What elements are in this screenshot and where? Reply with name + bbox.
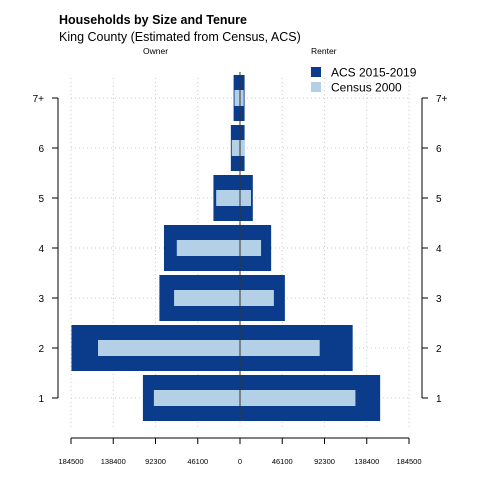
left-tick-label: 7+ bbox=[33, 94, 45, 105]
x-tick-label: 138400 bbox=[101, 457, 126, 466]
x-tick-label: 46100 bbox=[187, 457, 208, 466]
left-tick-label: 3 bbox=[38, 294, 44, 305]
left-tick-label: 4 bbox=[38, 244, 44, 255]
right-tick-label: 1 bbox=[436, 394, 442, 405]
bar-census bbox=[177, 240, 261, 256]
right-tick-label: 6 bbox=[436, 144, 442, 155]
bar-census bbox=[154, 390, 356, 406]
legend-label: ACS 2015-2019 bbox=[331, 66, 417, 80]
bar-census bbox=[232, 140, 245, 156]
x-tick-label: 46100 bbox=[272, 457, 293, 466]
x-tick-label: 0 bbox=[238, 457, 242, 466]
right-tick-label: 4 bbox=[436, 244, 442, 255]
legend-swatch bbox=[311, 67, 321, 77]
x-tick-label: 92300 bbox=[314, 457, 335, 466]
bar-census bbox=[174, 290, 274, 306]
legend-label: Census 2000 bbox=[331, 81, 402, 95]
right-tick-label: 2 bbox=[436, 344, 442, 355]
x-tick-label: 184500 bbox=[58, 457, 83, 466]
left-tick-label: 6 bbox=[38, 144, 44, 155]
x-tick-label: 138400 bbox=[354, 457, 379, 466]
left-tick-label: 5 bbox=[38, 194, 44, 205]
x-tick-label: 184500 bbox=[396, 457, 421, 466]
bar-census bbox=[216, 190, 251, 206]
right-tick-label: 3 bbox=[436, 294, 442, 305]
bar-census bbox=[98, 340, 320, 356]
left-tick-label: 2 bbox=[38, 344, 44, 355]
bar-census bbox=[235, 90, 244, 106]
right-tick-label: 7+ bbox=[436, 94, 448, 105]
legend-swatch bbox=[311, 82, 321, 92]
left-tick-label: 1 bbox=[38, 394, 44, 405]
right-tick-label: 5 bbox=[436, 194, 442, 205]
x-tick-label: 92300 bbox=[145, 457, 166, 466]
